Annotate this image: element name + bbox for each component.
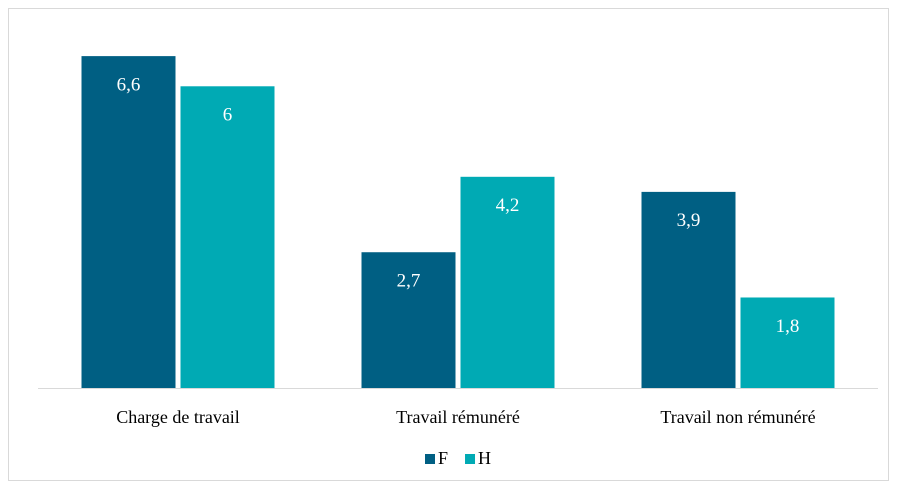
bar — [81, 56, 176, 388]
data-label: 6,6 — [117, 74, 141, 95]
bar — [740, 297, 835, 388]
bar — [180, 86, 275, 389]
x-tick-label: Charge de travail — [116, 407, 240, 427]
legend-label: H — [478, 448, 491, 468]
bar — [361, 252, 456, 388]
legend-label: F — [438, 448, 448, 468]
bar — [460, 176, 555, 388]
legend-swatch — [465, 454, 476, 464]
bar — [641, 191, 736, 388]
data-label: 3,9 — [677, 210, 701, 231]
data-label: 4,2 — [496, 195, 520, 216]
x-tick-label: Travail rémunéré — [396, 407, 520, 427]
data-label: 1,8 — [776, 316, 800, 337]
x-tick-label: Travail non rémunéré — [660, 407, 815, 427]
legend-swatch — [425, 454, 435, 464]
data-label: 6 — [223, 105, 233, 126]
data-label: 2,7 — [397, 271, 421, 292]
